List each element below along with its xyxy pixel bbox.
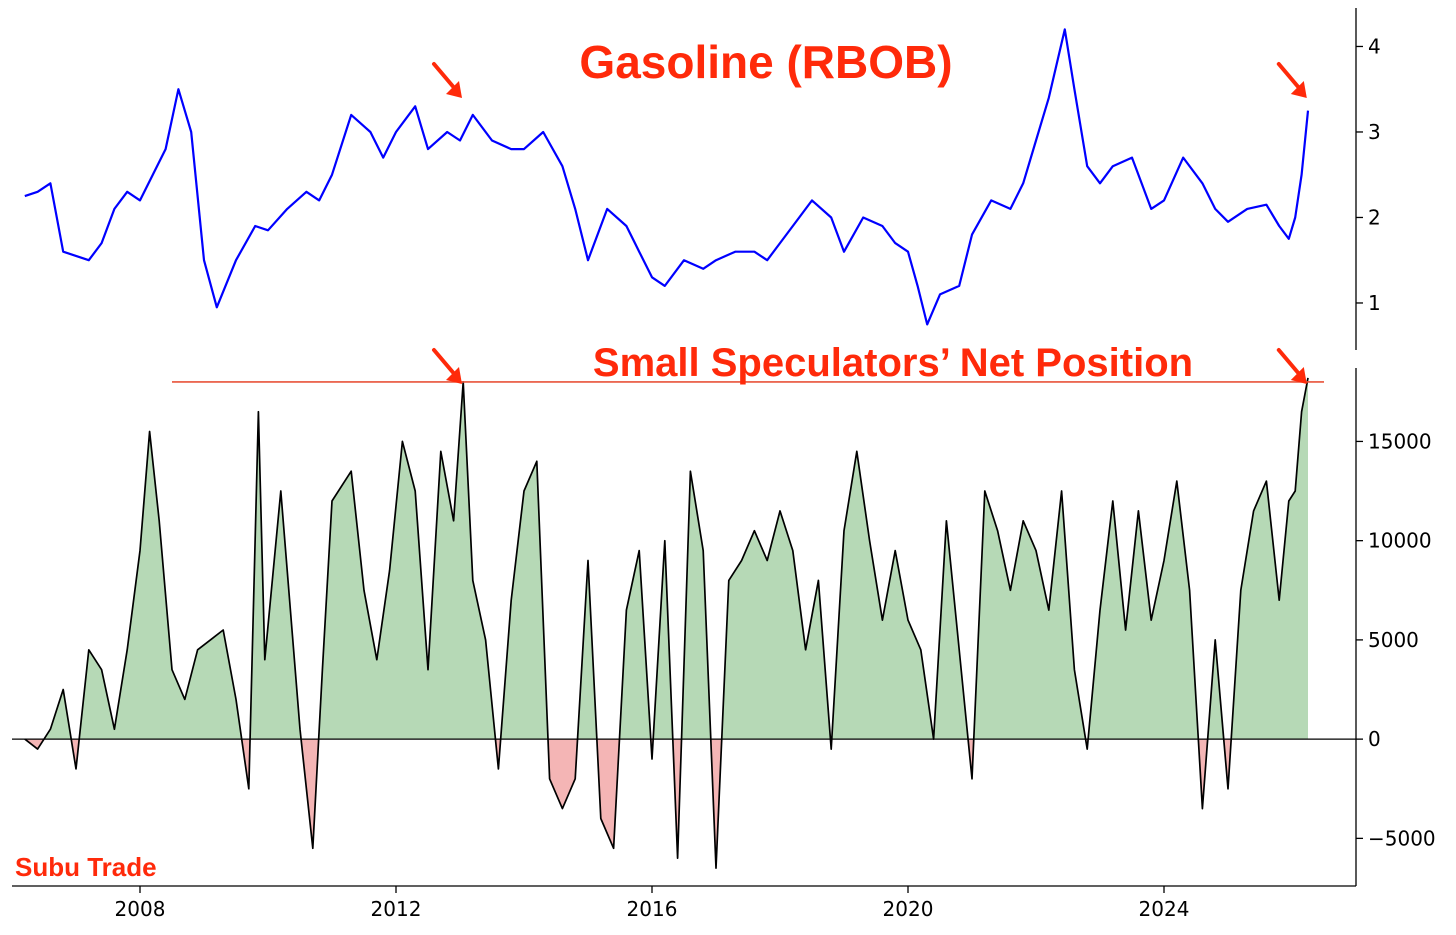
subu-trade-watermark: Subu Trade — [15, 852, 157, 882]
net-position-arrow-shaft — [432, 348, 458, 378]
gasoline-y-tick-label: 4 — [1368, 34, 1381, 58]
x-tick-label: 2024 — [1139, 897, 1190, 921]
gasoline-arrow-head — [446, 81, 462, 98]
gasoline-price-panel: 1 2 3 4 — [24, 8, 1381, 350]
gasoline-y-tick-label: 3 — [1368, 120, 1381, 144]
net-position-arrow-head — [446, 367, 462, 384]
net-position-arrow-head — [1290, 367, 1307, 384]
net-position-arrow — [1276, 348, 1307, 384]
net-position-line — [24, 377, 1309, 869]
x-tick-label: 2016 — [627, 897, 678, 921]
gasoline-arrow-shaft — [1276, 62, 1303, 92]
x-tick-label: 2008 — [115, 897, 166, 921]
positive-area-fill — [24, 377, 1308, 740]
net-position-y-tick-label: 10000 — [1368, 529, 1432, 553]
gasoline-y-tick-label: 1 — [1368, 291, 1381, 315]
gasoline-price-line — [24, 28, 1310, 326]
gasoline-arrow — [432, 62, 462, 98]
gasoline-arrow-shaft — [432, 62, 458, 92]
net-position-y-tick-label: 5000 — [1368, 628, 1419, 652]
gasoline-arrow — [1276, 62, 1307, 98]
net-position-y-tick-label: −5000 — [1368, 826, 1436, 850]
net-position-panel: −5000 0 5000 10000 15000 2008 2012 2016 2020 2024 — [12, 348, 1436, 921]
x-tick-label: 2020 — [883, 897, 934, 921]
x-tick-label: 2012 — [371, 897, 422, 921]
net-position-arrow — [432, 348, 462, 384]
net-position-chart-title: Small Speculators’ Net Position — [593, 341, 1193, 385]
net-position-y-tick-label: 0 — [1368, 727, 1381, 751]
gasoline-y-tick-label: 2 — [1368, 205, 1381, 229]
gasoline-arrow-head — [1290, 81, 1307, 98]
gasoline-chart-title: Gasoline (RBOB) — [579, 36, 952, 88]
net-position-arrow-shaft — [1276, 348, 1303, 378]
net-position-y-tick-label: 15000 — [1368, 429, 1432, 453]
